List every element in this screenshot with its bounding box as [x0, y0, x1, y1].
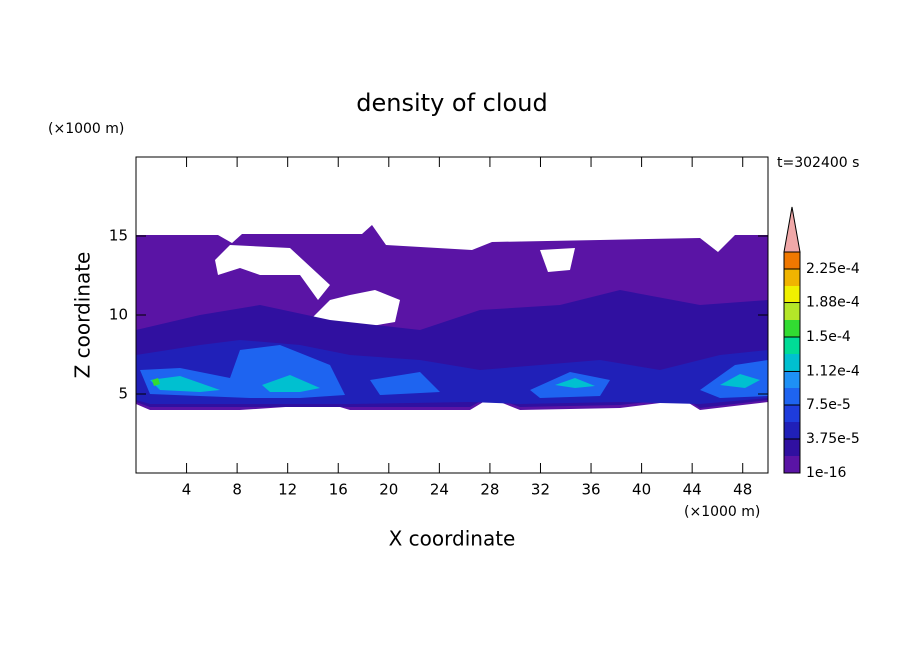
- field-gap: [540, 248, 575, 272]
- colorbar-band: [784, 405, 800, 422]
- x-tick-label: 16: [329, 481, 348, 499]
- y-unit: (×1000 m): [48, 121, 124, 137]
- colorbar-extend: [783, 206, 801, 253]
- colorbar-band: [784, 320, 800, 337]
- colorbar-label: 1e-16: [806, 465, 846, 481]
- colorbar-band: [784, 303, 800, 320]
- colorbar-band: [784, 354, 800, 371]
- colorbar-band: [784, 337, 800, 354]
- field-gap: [305, 290, 400, 328]
- colorbar-band: [784, 371, 800, 388]
- colorbar-band: [784, 422, 800, 439]
- field-level-9: [152, 378, 160, 386]
- x-tick-label: 24: [430, 481, 449, 499]
- y-tick-label: 10: [109, 306, 128, 324]
- x-tick-label: 4: [182, 481, 192, 499]
- y-axis-title: Z coordinate: [71, 252, 95, 379]
- colorbar-band: [784, 456, 800, 473]
- field-level-7: [150, 374, 760, 392]
- colorbar-band: [784, 286, 800, 303]
- x-unit: (×1000 m): [684, 504, 760, 520]
- chart-title: density of cloud: [356, 89, 547, 117]
- x-tick-label: 28: [480, 481, 499, 499]
- x-tick-label: 12: [278, 481, 297, 499]
- x-tick-label: 44: [683, 481, 702, 499]
- colorbar-label: 2.25e-4: [806, 261, 860, 277]
- annotation: t=302400 s: [777, 155, 859, 171]
- colorbar-band: [784, 439, 800, 456]
- x-tick-label: 20: [379, 481, 398, 499]
- y-tick-label: 5: [118, 385, 128, 403]
- field-gap: [215, 245, 330, 300]
- colorbar-band: [784, 388, 800, 405]
- y-tick-label: 15: [109, 227, 128, 245]
- colorbar-label: 1.12e-4: [806, 363, 860, 379]
- x-tick-label: 36: [581, 481, 600, 499]
- colorbar-band: [784, 252, 800, 269]
- colorbar-label: 3.75e-5: [806, 431, 860, 447]
- x-tick-label: 32: [531, 481, 550, 499]
- colorbar-label: 7.5e-5: [806, 397, 851, 413]
- x-tick-label: 8: [232, 481, 242, 499]
- colorbar-label: 1.88e-4: [806, 295, 860, 311]
- contour-field: [136, 225, 768, 410]
- colorbar-band: [784, 269, 800, 286]
- x-axis-title: X coordinate: [389, 527, 516, 551]
- x-tick-label: 40: [632, 481, 651, 499]
- x-tick-label: 48: [733, 481, 752, 499]
- colorbar-label: 1.5e-4: [806, 329, 851, 345]
